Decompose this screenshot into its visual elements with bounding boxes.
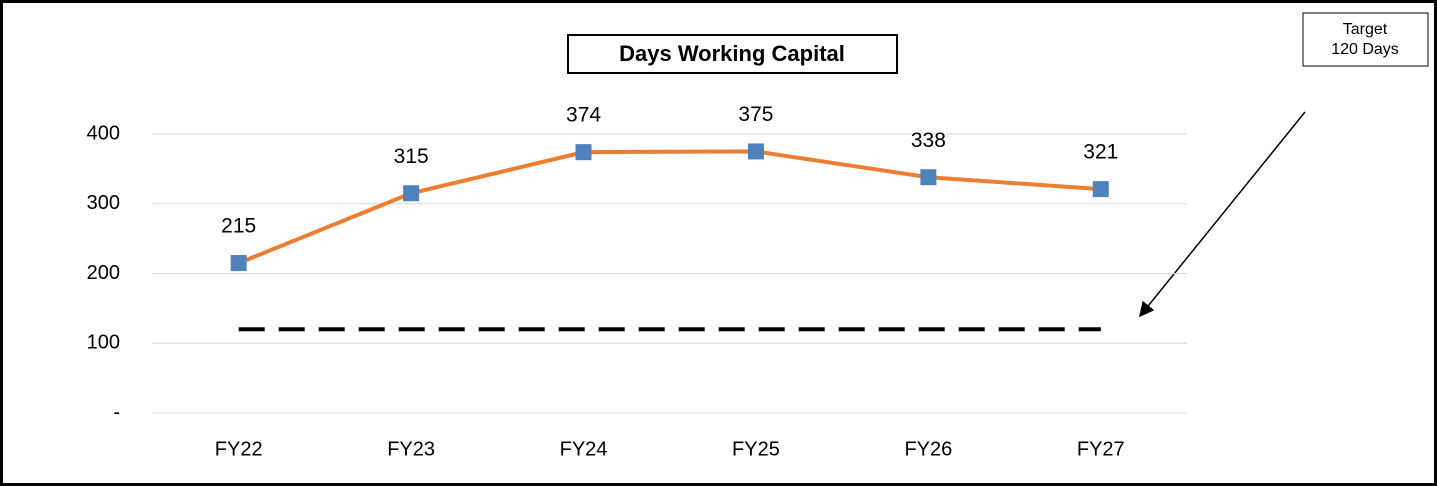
- y-tick-label: 100: [87, 332, 120, 354]
- marker: [403, 185, 420, 202]
- x-tick-label: FY27: [1077, 438, 1125, 460]
- data-label: 315: [394, 145, 429, 168]
- marker: [575, 144, 592, 161]
- data-label: 215: [221, 215, 256, 238]
- y-tick-label: 200: [87, 262, 120, 284]
- title-box: [567, 34, 898, 74]
- marker: [920, 169, 937, 186]
- annotation-box: [1302, 12, 1429, 67]
- y-tick-label: 300: [87, 192, 120, 214]
- x-tick-label: FY26: [904, 438, 952, 460]
- x-tick-label: FY23: [387, 438, 435, 460]
- annotation-text: 120 Days: [1331, 41, 1399, 58]
- data-label: 321: [1083, 141, 1118, 164]
- annotation-arrow: [1139, 111, 1306, 318]
- data-label: 374: [566, 104, 601, 127]
- x-tick-label: FY24: [560, 438, 608, 460]
- x-tick-label: FY22: [215, 438, 263, 460]
- data-label: 338: [911, 129, 946, 152]
- y-tick-label: -: [113, 401, 120, 423]
- x-tick-label: FY25: [732, 438, 780, 460]
- marker: [747, 143, 764, 160]
- y-tick-label: 400: [87, 122, 120, 144]
- marker: [1092, 181, 1109, 198]
- chart-title: Days Working Capital: [619, 41, 845, 66]
- data-line: [237, 149, 1101, 265]
- annotation-text: Target: [1343, 21, 1388, 38]
- data-label: 375: [738, 103, 773, 126]
- marker: [230, 255, 247, 272]
